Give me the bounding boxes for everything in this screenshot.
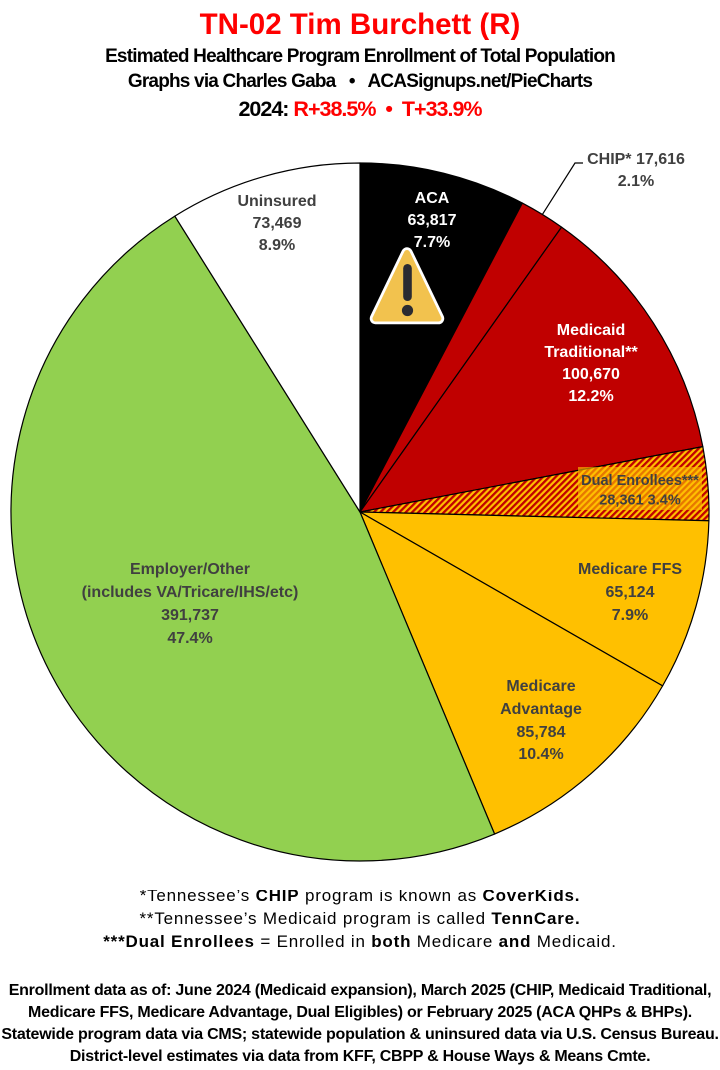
svg-text:Uninsured: Uninsured [237, 193, 316, 210]
svg-text:Traditional**: Traditional** [544, 344, 638, 361]
svg-text:Advantage: Advantage [500, 701, 582, 718]
svg-text:Dual Enrollees***: Dual Enrollees*** [581, 473, 699, 489]
svg-text:10.4%: 10.4% [518, 746, 563, 763]
svg-text:28,361 3.4%: 28,361 3.4% [599, 493, 681, 509]
svg-text:391,737: 391,737 [161, 607, 219, 624]
svg-text:7.9%: 7.9% [612, 607, 648, 624]
svg-text:12.2%: 12.2% [568, 388, 613, 405]
svg-text:7.7%: 7.7% [414, 234, 450, 251]
svg-text:(includes VA/Tricare/IHS/etc): (includes VA/Tricare/IHS/etc) [82, 584, 299, 601]
svg-text:47.4%: 47.4% [167, 630, 212, 647]
svg-text:Employer/Other: Employer/Other [130, 561, 250, 578]
svg-text:100,670: 100,670 [562, 366, 620, 383]
svg-text:Medicaid: Medicaid [557, 322, 625, 339]
svg-text:Medicare FFS: Medicare FFS [578, 561, 682, 578]
svg-text:85,784: 85,784 [517, 724, 566, 741]
svg-text:63,817: 63,817 [408, 212, 457, 229]
svg-text:8.9%: 8.9% [259, 237, 295, 254]
svg-text:Medicare: Medicare [506, 678, 575, 695]
svg-text:2.1%: 2.1% [618, 173, 654, 190]
svg-text:65,124: 65,124 [606, 584, 655, 601]
svg-text:CHIP* 17,616: CHIP* 17,616 [587, 151, 685, 168]
svg-text:ACA: ACA [415, 190, 450, 207]
svg-text:73,469: 73,469 [253, 215, 302, 232]
